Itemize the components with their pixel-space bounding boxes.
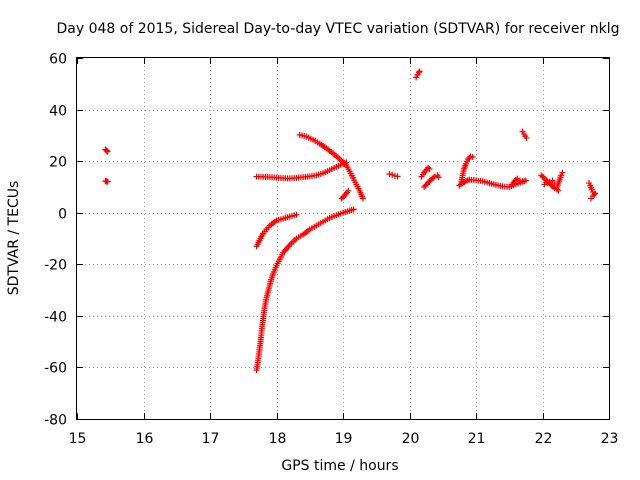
data-point: [389, 171, 396, 178]
data-point: [516, 177, 523, 184]
y-axis-label: SDTVAR / TECUs: [6, 181, 22, 296]
y-tick-label: -40: [44, 310, 67, 326]
y-tick-label: 0: [58, 207, 67, 223]
data-point: [592, 190, 599, 197]
data-point: [394, 173, 401, 180]
data-point: [466, 154, 473, 161]
x-tick-label: 20: [402, 431, 420, 447]
y-tick-label: -20: [44, 258, 67, 274]
data-marks: [102, 68, 599, 374]
y-tick-label: 20: [49, 155, 67, 171]
data-point: [559, 169, 566, 176]
data-point: [522, 177, 529, 184]
y-tick-label: 40: [49, 104, 67, 120]
data-point: [551, 185, 558, 192]
x-tick-label: 22: [535, 431, 553, 447]
data-point: [104, 178, 111, 185]
data-point: [340, 194, 346, 201]
data-point: [415, 69, 422, 76]
data-point: [430, 174, 437, 181]
data-point: [591, 191, 598, 198]
data-point: [519, 178, 526, 185]
data-point: [425, 164, 432, 171]
data-point: [104, 148, 111, 155]
x-tick-label: 17: [202, 431, 220, 447]
x-tick-label: 15: [69, 431, 87, 447]
data-point: [544, 180, 551, 187]
data-point: [426, 165, 433, 172]
chart-title: Day 048 of 2015, Sidereal Day-to-day VTE…: [57, 21, 620, 37]
x-tick-label: 19: [335, 431, 353, 447]
grid: [77, 58, 609, 419]
data-point: [512, 176, 519, 183]
data-point: [293, 211, 300, 218]
x-tick-labels: 15 16 17 18 19 20 21 22 23: [69, 431, 619, 447]
data-point: [546, 178, 553, 185]
data-point: [523, 134, 530, 141]
data-point: [386, 171, 393, 178]
data-point: [555, 187, 562, 194]
data-point: [469, 154, 476, 161]
x-tick-label: 18: [269, 431, 287, 447]
data-point: [359, 195, 366, 202]
x-tick-label: 23: [601, 431, 619, 447]
data-point: [345, 187, 352, 194]
data-point: [435, 174, 442, 181]
y-tick-label: -80: [44, 413, 67, 429]
y-tick-labels: -80 -60 -40 -20 0 20 40 60: [44, 52, 67, 429]
x-tick-label: 21: [468, 431, 486, 447]
plot-frame: [76, 57, 610, 420]
y-tick-label: 60: [49, 52, 67, 68]
data-point: [422, 182, 429, 189]
data-point: [541, 181, 548, 188]
data-point: [103, 147, 110, 154]
y-tick-label: -60: [44, 361, 67, 377]
data-point: [416, 68, 423, 75]
x-axis-label: GPS time / hours: [281, 458, 398, 474]
data-point: [350, 206, 357, 213]
x-tick-label: 16: [136, 431, 154, 447]
tick-marks: [77, 58, 610, 420]
